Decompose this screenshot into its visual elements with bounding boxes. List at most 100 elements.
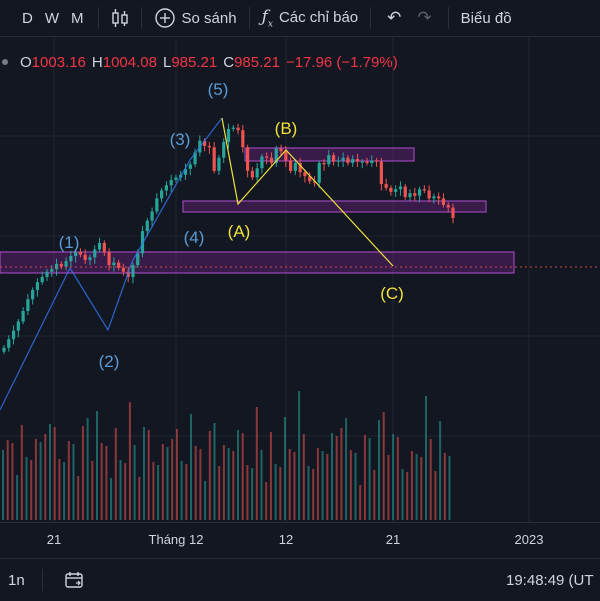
candle — [394, 185, 398, 198]
volume-bar — [363, 435, 366, 520]
volume-bar — [227, 448, 230, 520]
candle — [193, 148, 197, 167]
candle-body — [265, 156, 269, 158]
timeframe-d[interactable]: D — [22, 9, 33, 27]
volume-bar — [448, 456, 451, 520]
candle — [93, 245, 97, 264]
volume-bar — [72, 444, 75, 520]
candle-body — [212, 147, 216, 171]
candle — [432, 193, 436, 204]
candle — [226, 123, 231, 149]
timeframe-w[interactable]: W — [44, 9, 60, 27]
candle — [83, 249, 87, 264]
wave-label-a: (A) — [228, 222, 251, 241]
price-chart[interactable]: (1) (2) (3) (4) (5) (A) (B) (C) — [0, 36, 600, 522]
candle-body — [398, 186, 403, 190]
volume-bar — [349, 450, 352, 520]
volume-bar — [11, 443, 14, 520]
candle-body — [279, 148, 283, 152]
candle — [417, 186, 422, 203]
candle-body — [312, 181, 317, 183]
chart-type-label: Biểu đồ — [460, 9, 512, 27]
candles-button[interactable] — [107, 8, 133, 28]
wave-label-w5: (5) — [208, 80, 229, 99]
candle-body — [408, 193, 412, 198]
volume-bar — [345, 418, 348, 520]
indicators-button[interactable]: ƒx Các chỉ báo — [258, 7, 363, 29]
candle-body — [193, 152, 197, 165]
volume-bar — [434, 471, 437, 520]
candle-body — [64, 261, 68, 267]
volume-bar — [143, 427, 145, 520]
candle-body — [437, 196, 441, 199]
candle-body — [169, 180, 173, 186]
divider — [42, 569, 43, 591]
candle — [59, 261, 63, 270]
candle-body — [203, 140, 207, 146]
chart-type-button[interactable]: Biểu đồ — [457, 10, 516, 27]
candle-body — [174, 177, 178, 181]
candle — [274, 145, 278, 167]
candle — [35, 278, 40, 297]
close-value: 985.21 — [234, 53, 280, 71]
time-axis[interactable]: 21 Tháng 12 12 21 2023 — [0, 522, 600, 555]
volume-bar — [340, 428, 343, 520]
calendar-range-icon[interactable] — [64, 570, 86, 590]
candle-body — [394, 189, 398, 192]
volume-bar — [410, 451, 413, 520]
candle-body — [88, 257, 92, 260]
candle — [21, 307, 25, 325]
volume-bar — [58, 459, 61, 520]
volume-bar — [321, 451, 324, 520]
candle — [246, 144, 250, 178]
candle-body — [293, 162, 297, 171]
clock-time[interactable]: 19:48:49 (UT — [506, 571, 594, 589]
x-tick-label: 2023 — [514, 532, 544, 547]
candle — [45, 269, 49, 281]
candle-body — [341, 157, 345, 161]
compare-button[interactable]: So sánh — [150, 7, 241, 29]
candle-body — [451, 207, 455, 219]
candle-body — [413, 193, 417, 196]
candle — [260, 153, 264, 174]
volume-bar — [171, 439, 174, 520]
x-tick-label: 21 — [46, 532, 62, 547]
candle-series — [2, 123, 455, 355]
volume-bar — [439, 421, 442, 520]
timeframe-m[interactable]: M — [71, 9, 84, 27]
volume-bar — [77, 476, 80, 520]
candle — [121, 263, 126, 276]
volume-bar — [119, 460, 122, 520]
volume-bar — [443, 453, 446, 520]
candle — [308, 172, 312, 184]
candle-body — [441, 198, 446, 205]
volume-bar — [312, 469, 315, 520]
candle — [322, 159, 326, 171]
top-toolbar: D W M So sánh ƒx Các chỉ báo ↶ ↷ Biểu đồ — [0, 0, 600, 37]
volume-bar — [293, 452, 296, 520]
volume-bar — [251, 468, 254, 520]
candle — [408, 189, 412, 201]
wave-label-w1: (1) — [59, 233, 80, 252]
candle-body — [69, 256, 73, 262]
volume-bar — [302, 434, 305, 520]
range-button[interactable]: 1n — [8, 571, 25, 589]
volume-bar — [138, 477, 141, 520]
candle-body — [427, 190, 431, 199]
volume-bar — [241, 433, 244, 520]
candle-body — [374, 160, 379, 162]
candle-body — [145, 220, 149, 232]
x-tick-label: Tháng 12 — [148, 532, 204, 547]
redo-button[interactable]: ↷ — [409, 8, 439, 28]
candle — [403, 183, 407, 200]
candle-body — [322, 162, 326, 165]
low-value: 985.21 — [171, 53, 218, 71]
volume-bar — [288, 449, 291, 520]
volume-bar — [185, 464, 188, 520]
candle — [437, 192, 441, 205]
candle-body — [327, 155, 331, 165]
candle-body — [284, 151, 288, 161]
volume-bar — [425, 396, 427, 520]
undo-button[interactable]: ↶ — [379, 8, 409, 28]
candle-body — [370, 160, 374, 163]
